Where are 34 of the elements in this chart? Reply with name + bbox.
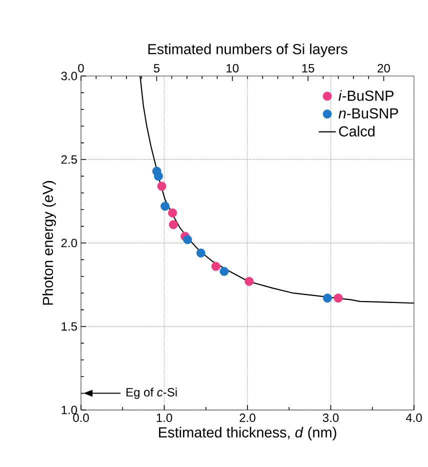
point	[220, 266, 229, 276]
legend-label: i-BuSNP	[338, 90, 394, 101]
x2-tick-label: 5	[154, 64, 160, 72]
x-tick-label: 2.0	[240, 414, 256, 422]
legend-label: n-BuSNP	[338, 108, 398, 118]
x2-tick-label: 15	[302, 64, 314, 72]
point	[244, 276, 254, 286]
y-tick-label: 1.5	[62, 322, 77, 331]
point	[168, 208, 178, 218]
y-axis-title: Photon energy (eV)	[42, 181, 56, 305]
x-tick-label: 3.0	[322, 414, 339, 422]
legend-label: Calcd	[339, 126, 374, 136]
x-tick-label: 4.0	[406, 414, 422, 422]
x-axis-title: Estimated thickness, d (nm)	[159, 426, 336, 440]
point	[160, 202, 170, 211]
point	[196, 248, 206, 258]
point	[183, 235, 192, 244]
point	[322, 294, 332, 303]
x2-tick-label: 20	[378, 64, 390, 72]
x-tick-label: 0.0	[73, 414, 89, 422]
point	[157, 182, 166, 191]
x-tick-label: 1.0	[156, 414, 172, 422]
y-tick-label: 2.0	[61, 238, 77, 248]
y-tick-label: 2.5	[61, 155, 77, 164]
point	[154, 172, 163, 181]
point	[334, 294, 343, 303]
annotation: Eg of c-Si	[126, 388, 177, 399]
point	[168, 220, 178, 230]
y-tick-label: 3.0	[61, 72, 77, 80]
y-tick-label: 1.0	[62, 406, 77, 414]
x2-axis-title: Estimated numbers of Si layers	[148, 44, 348, 58]
point	[211, 262, 220, 271]
x2-tick-label: 0	[78, 64, 84, 72]
x2-tick-label: 10	[226, 64, 239, 72]
